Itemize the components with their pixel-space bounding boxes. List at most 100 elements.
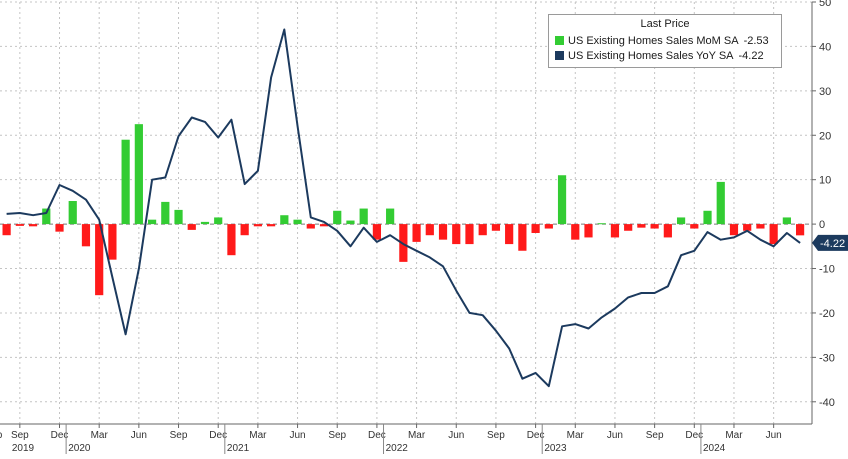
bar-mom xyxy=(782,217,791,225)
bar-mom xyxy=(676,217,686,225)
bar-mom xyxy=(505,224,514,245)
bar-mom xyxy=(571,224,580,240)
x-tick-label: Sep xyxy=(170,430,188,441)
bar-mom xyxy=(346,220,355,225)
bar-mom xyxy=(28,224,38,227)
x-tick-label: Dec xyxy=(51,430,69,441)
bar-mom xyxy=(15,224,24,226)
bar-mom xyxy=(240,224,249,236)
x-tick-label: Mar xyxy=(249,430,267,441)
bar-mom xyxy=(267,224,276,227)
bar-mom xyxy=(531,224,540,233)
bar-mom xyxy=(584,224,593,238)
bar-mom xyxy=(214,217,223,225)
bar-mom xyxy=(795,224,805,236)
x-tick-label: Dec xyxy=(209,430,227,441)
legend-label-yoy: US Existing Homes Sales YoY SA xyxy=(568,49,734,62)
bar-mom xyxy=(187,224,196,230)
bar-mom xyxy=(319,224,329,227)
bar-mom xyxy=(81,224,91,247)
bar-mom xyxy=(637,224,646,228)
y-tick-label: -30 xyxy=(819,352,835,364)
last-value-label: -4.22 xyxy=(820,238,845,250)
x-year-label: 2020 xyxy=(68,443,91,454)
bar-mom xyxy=(769,224,778,245)
y-tick-label: -10 xyxy=(819,264,835,276)
legend-value-yoy: -4.22 xyxy=(738,49,764,62)
x-year-label: 2019 xyxy=(12,443,35,454)
bar-mom xyxy=(743,224,752,231)
x-tick-label: Mar xyxy=(91,430,109,441)
bar-mom xyxy=(412,224,421,242)
x-tick-label: Sep xyxy=(11,430,29,441)
bar-mom xyxy=(650,224,659,229)
bar-mom xyxy=(729,224,739,236)
x-tick-label: Dec xyxy=(685,430,703,441)
x-tick-label: Sep xyxy=(0,430,3,441)
x-tick-label: Jun xyxy=(448,430,464,441)
bar-mom xyxy=(306,224,315,229)
legend-item-yoy: US Existing Homes Sales YoY SA -4.22 xyxy=(555,49,764,62)
legend-swatch-yoy xyxy=(555,51,564,60)
x-tick-label: Dec xyxy=(527,430,545,441)
x-tick-label: Jun xyxy=(766,430,782,441)
bar-mom xyxy=(491,224,501,231)
x-tick-label: Sep xyxy=(487,430,505,441)
x-tick-label: Jun xyxy=(289,430,305,441)
bar-mom xyxy=(359,208,368,225)
bar-mom xyxy=(465,224,474,245)
bar-mom xyxy=(121,139,130,225)
bar-mom xyxy=(108,224,117,260)
y-tick-label: 30 xyxy=(819,86,831,98)
bar-mom xyxy=(610,224,620,238)
bar-mom xyxy=(95,224,104,296)
legend-title: Last Price xyxy=(640,18,690,30)
bar-mom xyxy=(333,210,342,225)
bar-mom xyxy=(161,201,170,225)
x-tick-label: Dec xyxy=(368,430,386,441)
y-tick-label: 40 xyxy=(819,41,831,53)
bar-mom xyxy=(597,223,606,225)
bar-mom xyxy=(280,215,289,225)
line-yoy xyxy=(6,28,801,388)
bar-mom xyxy=(147,219,157,225)
y-tick-label: 0 xyxy=(819,219,825,231)
bar-mom xyxy=(42,208,51,225)
legend: Last Price US Existing Homes Sales MoM S… xyxy=(548,14,782,68)
x-year-label: 2023 xyxy=(544,443,567,454)
x-tick-label: Jun xyxy=(131,430,147,441)
y-tick-label: -40 xyxy=(819,397,835,409)
bar-mom xyxy=(253,224,262,227)
x-tick-label: Sep xyxy=(328,430,346,441)
bar-mom xyxy=(756,224,765,229)
bar-mom xyxy=(557,175,567,225)
bar-mom xyxy=(716,181,725,225)
legend-label-mom: US Existing Homes Sales MoM SA xyxy=(568,34,739,47)
x-tick-label: Jun xyxy=(607,430,623,441)
x-year-label: 2024 xyxy=(703,443,726,454)
legend-item-mom: US Existing Homes Sales MoM SA -2.53 xyxy=(555,34,769,47)
bar-mom xyxy=(663,224,672,238)
bar-mom xyxy=(2,224,11,236)
x-tick-label: Mar xyxy=(567,430,585,441)
bar-mom xyxy=(386,208,395,225)
x-tick-label: Sep xyxy=(646,430,664,441)
last-value-tag xyxy=(812,234,848,251)
bar-mom xyxy=(478,224,487,236)
bar-mom xyxy=(55,224,64,232)
y-tick-label: -20 xyxy=(819,308,835,320)
bar-mom xyxy=(438,224,448,240)
y-tick-label: 50 xyxy=(819,0,831,9)
y-tick-label: 10 xyxy=(819,175,831,187)
bar-mom xyxy=(200,221,210,225)
bar-mom xyxy=(134,124,143,225)
bar-mom xyxy=(452,224,461,245)
x-year-label: 2022 xyxy=(386,443,409,454)
x-year-label: 2021 xyxy=(227,443,250,454)
bar-mom xyxy=(293,219,302,225)
x-tick-label: Mar xyxy=(408,430,426,441)
legend-value-mom: -2.53 xyxy=(743,34,769,47)
bar-mom xyxy=(544,224,553,229)
